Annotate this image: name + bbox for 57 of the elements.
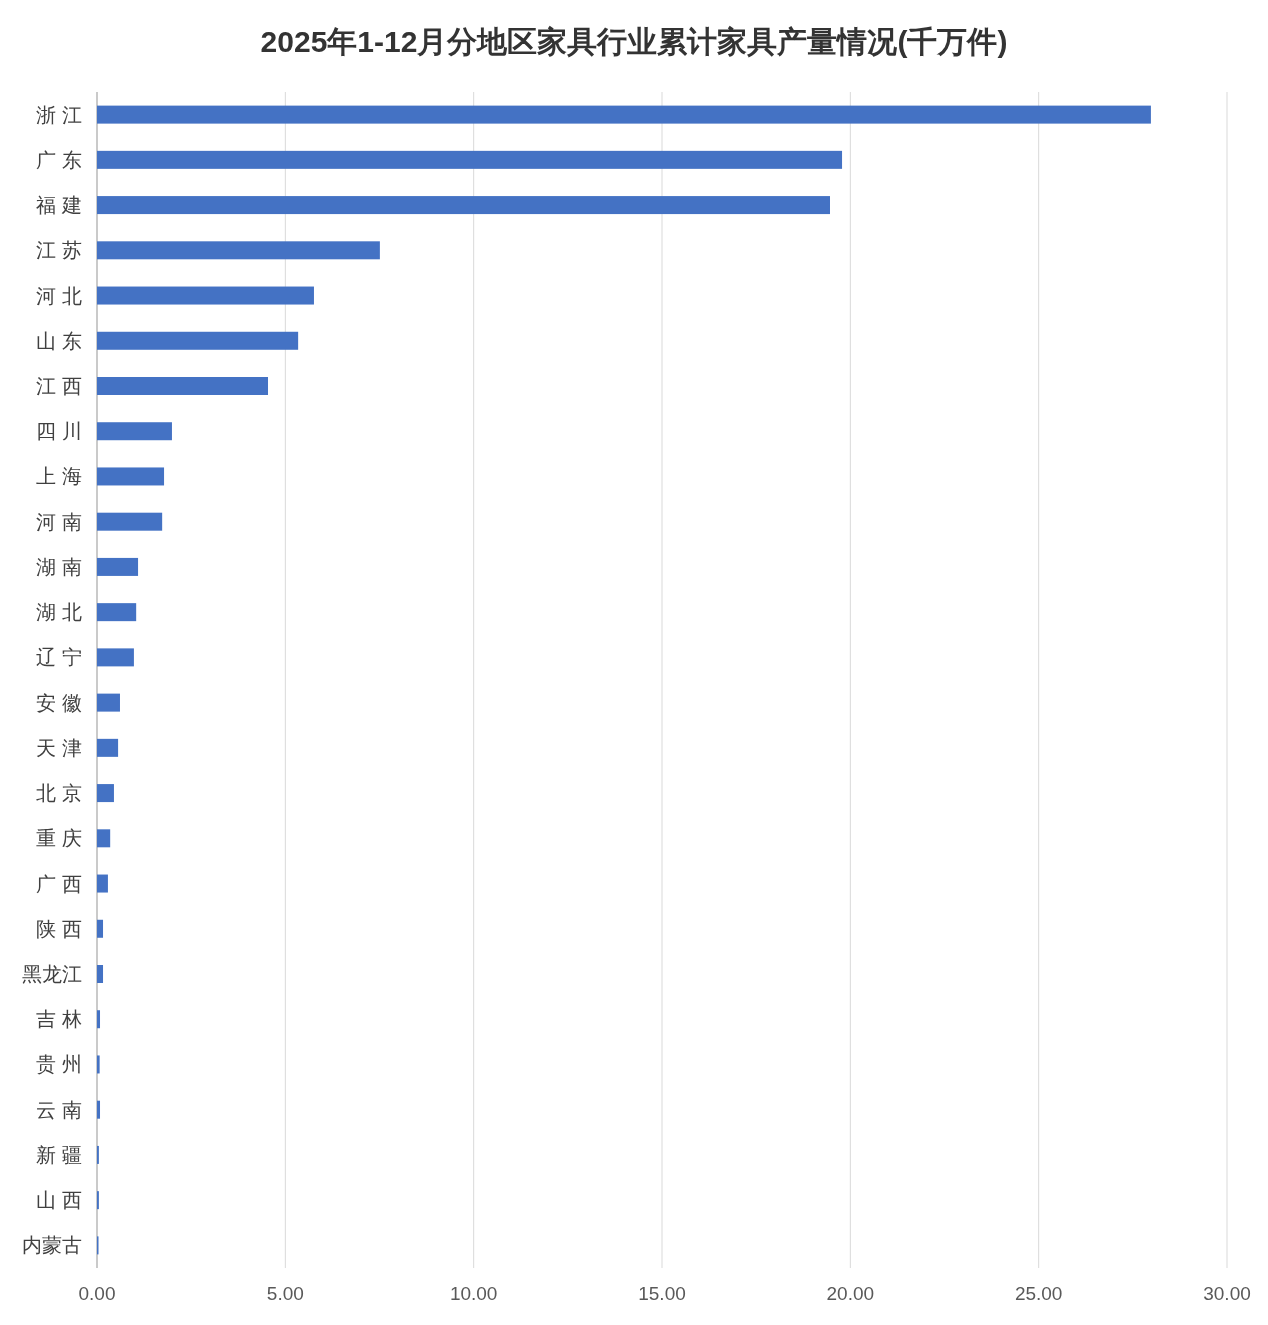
bar bbox=[97, 150, 843, 169]
y-tick-label: 福 建 bbox=[36, 194, 82, 217]
y-tick-label: 安 徽 bbox=[36, 691, 82, 714]
x-tick-label: 0.00 bbox=[78, 1283, 116, 1304]
y-tick-label: 浙 江 bbox=[36, 103, 82, 126]
chart-title: 2025年1-12月分地区家具行业累计家具产量情况(千万件) bbox=[260, 25, 1008, 58]
bar bbox=[97, 105, 1151, 124]
x-tick-label: 20.00 bbox=[826, 1283, 875, 1304]
x-tick-label: 30.00 bbox=[1203, 1283, 1251, 1304]
y-tick-label: 云 南 bbox=[36, 1098, 82, 1121]
bar bbox=[97, 829, 111, 848]
y-tick-label: 湖 南 bbox=[36, 555, 82, 578]
y-tick-label: 河 北 bbox=[36, 284, 82, 307]
y-tick-label: 天 津 bbox=[36, 736, 82, 759]
y-tick-label: 内蒙古 bbox=[22, 1234, 82, 1257]
bar bbox=[97, 1010, 101, 1029]
y-tick-label: 上 海 bbox=[36, 465, 82, 488]
y-tick-label: 河 南 bbox=[36, 510, 82, 533]
y-tick-label: 湖 北 bbox=[36, 601, 82, 624]
y-tick-label: 重 庆 bbox=[36, 827, 82, 850]
y-tick-label: 北 京 bbox=[36, 782, 82, 805]
y-tick-label: 贵 州 bbox=[36, 1053, 82, 1076]
bar bbox=[97, 919, 104, 938]
bar bbox=[97, 557, 139, 576]
bar bbox=[97, 1100, 101, 1119]
y-tick-label: 山 西 bbox=[36, 1189, 82, 1212]
bar bbox=[97, 286, 314, 305]
bar bbox=[97, 603, 137, 622]
bar bbox=[97, 331, 299, 350]
bar bbox=[97, 965, 104, 983]
y-tick-label: 广 西 bbox=[36, 872, 82, 895]
x-tick-label: 15.00 bbox=[638, 1283, 686, 1304]
bar bbox=[97, 377, 269, 395]
x-tick-label: 5.00 bbox=[266, 1283, 304, 1304]
bar bbox=[97, 467, 165, 486]
bar bbox=[97, 693, 120, 712]
bar bbox=[97, 241, 380, 260]
bar bbox=[97, 874, 108, 893]
x-tick-label: 10.00 bbox=[449, 1283, 498, 1304]
y-tick-label: 陕 西 bbox=[36, 917, 82, 940]
bar bbox=[97, 196, 830, 215]
y-tick-label: 吉 林 bbox=[36, 1008, 82, 1031]
bar bbox=[97, 512, 163, 531]
y-tick-label: 新 疆 bbox=[36, 1143, 82, 1166]
y-tick-label: 四 川 bbox=[36, 420, 82, 443]
bar bbox=[97, 1055, 100, 1074]
y-tick-label: 山 东 bbox=[36, 329, 82, 352]
x-tick-label: 25.00 bbox=[1014, 1283, 1063, 1304]
bar bbox=[97, 648, 134, 667]
bar bbox=[97, 738, 119, 757]
y-tick-label: 广 东 bbox=[36, 148, 82, 171]
y-tick-label: 辽 宁 bbox=[36, 646, 82, 669]
y-tick-label: 江 苏 bbox=[36, 239, 82, 262]
bar bbox=[97, 784, 114, 803]
bar bbox=[97, 422, 172, 441]
y-tick-label: 黑龙江 bbox=[22, 963, 82, 985]
y-tick-label: 江 西 bbox=[36, 375, 82, 397]
